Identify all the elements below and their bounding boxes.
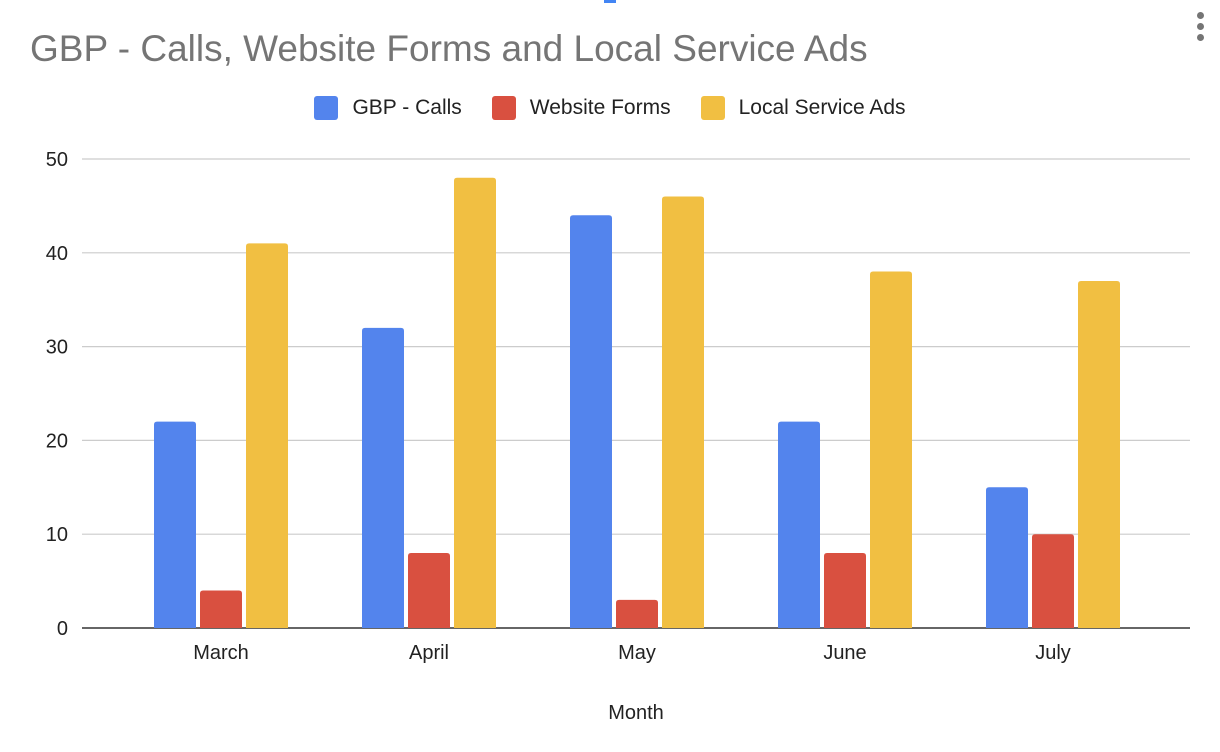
bar-gbp-calls-april[interactable] bbox=[362, 327, 404, 628]
y-tick-label: 0 bbox=[57, 618, 68, 640]
legend-swatch bbox=[314, 96, 339, 120]
legend-item-gbp-calls[interactable]: GBP - Calls bbox=[314, 96, 462, 120]
bar-gbp-calls-june[interactable] bbox=[778, 421, 820, 628]
bar-local-service-ads-june[interactable] bbox=[870, 271, 912, 628]
y-tick-label: 40 bbox=[46, 243, 68, 265]
x-tick-label: July bbox=[1035, 642, 1071, 664]
bar-website-forms-may[interactable] bbox=[616, 599, 658, 628]
bar-local-service-ads-may[interactable] bbox=[662, 196, 704, 628]
bar-local-service-ads-april[interactable] bbox=[454, 177, 496, 628]
chart-title: GBP - Calls, Website Forms and Local Ser… bbox=[30, 28, 868, 69]
bar-gbp-calls-july[interactable] bbox=[986, 487, 1028, 628]
y-tick-label: 20 bbox=[46, 430, 68, 452]
x-tick-label: May bbox=[618, 642, 656, 664]
legend-swatch bbox=[700, 96, 725, 120]
bar-gbp-calls-may[interactable] bbox=[570, 215, 612, 628]
y-tick-label: 30 bbox=[46, 337, 68, 359]
y-tick-label: 50 bbox=[46, 149, 68, 171]
legend-label: Website Forms bbox=[529, 96, 671, 119]
legend: GBP - Calls Website Forms Local Service … bbox=[0, 96, 1220, 120]
bar-local-service-ads-july[interactable] bbox=[1078, 280, 1120, 628]
bar-website-forms-march[interactable] bbox=[200, 590, 242, 628]
x-tick-label: March bbox=[193, 642, 249, 664]
bar-gbp-calls-march[interactable] bbox=[154, 421, 196, 628]
selection-marker bbox=[604, 0, 616, 3]
more-vert-icon[interactable] bbox=[1194, 12, 1206, 44]
bar-website-forms-july[interactable] bbox=[1032, 534, 1074, 628]
x-tick-label: April bbox=[409, 642, 449, 664]
legend-label: Local Service Ads bbox=[738, 96, 906, 119]
legend-item-local-service-ads[interactable]: Local Service Ads bbox=[700, 96, 906, 120]
x-axis-label: Month bbox=[608, 702, 664, 724]
y-tick-label: 10 bbox=[46, 524, 68, 546]
x-tick-label: June bbox=[823, 642, 866, 664]
legend-item-website-forms[interactable]: Website Forms bbox=[491, 96, 671, 120]
legend-label: GBP - Calls bbox=[352, 96, 462, 119]
bar-website-forms-june[interactable] bbox=[824, 552, 866, 628]
bar-website-forms-april[interactable] bbox=[408, 552, 450, 628]
bar-local-service-ads-march[interactable] bbox=[246, 243, 288, 629]
legend-swatch bbox=[491, 96, 516, 120]
